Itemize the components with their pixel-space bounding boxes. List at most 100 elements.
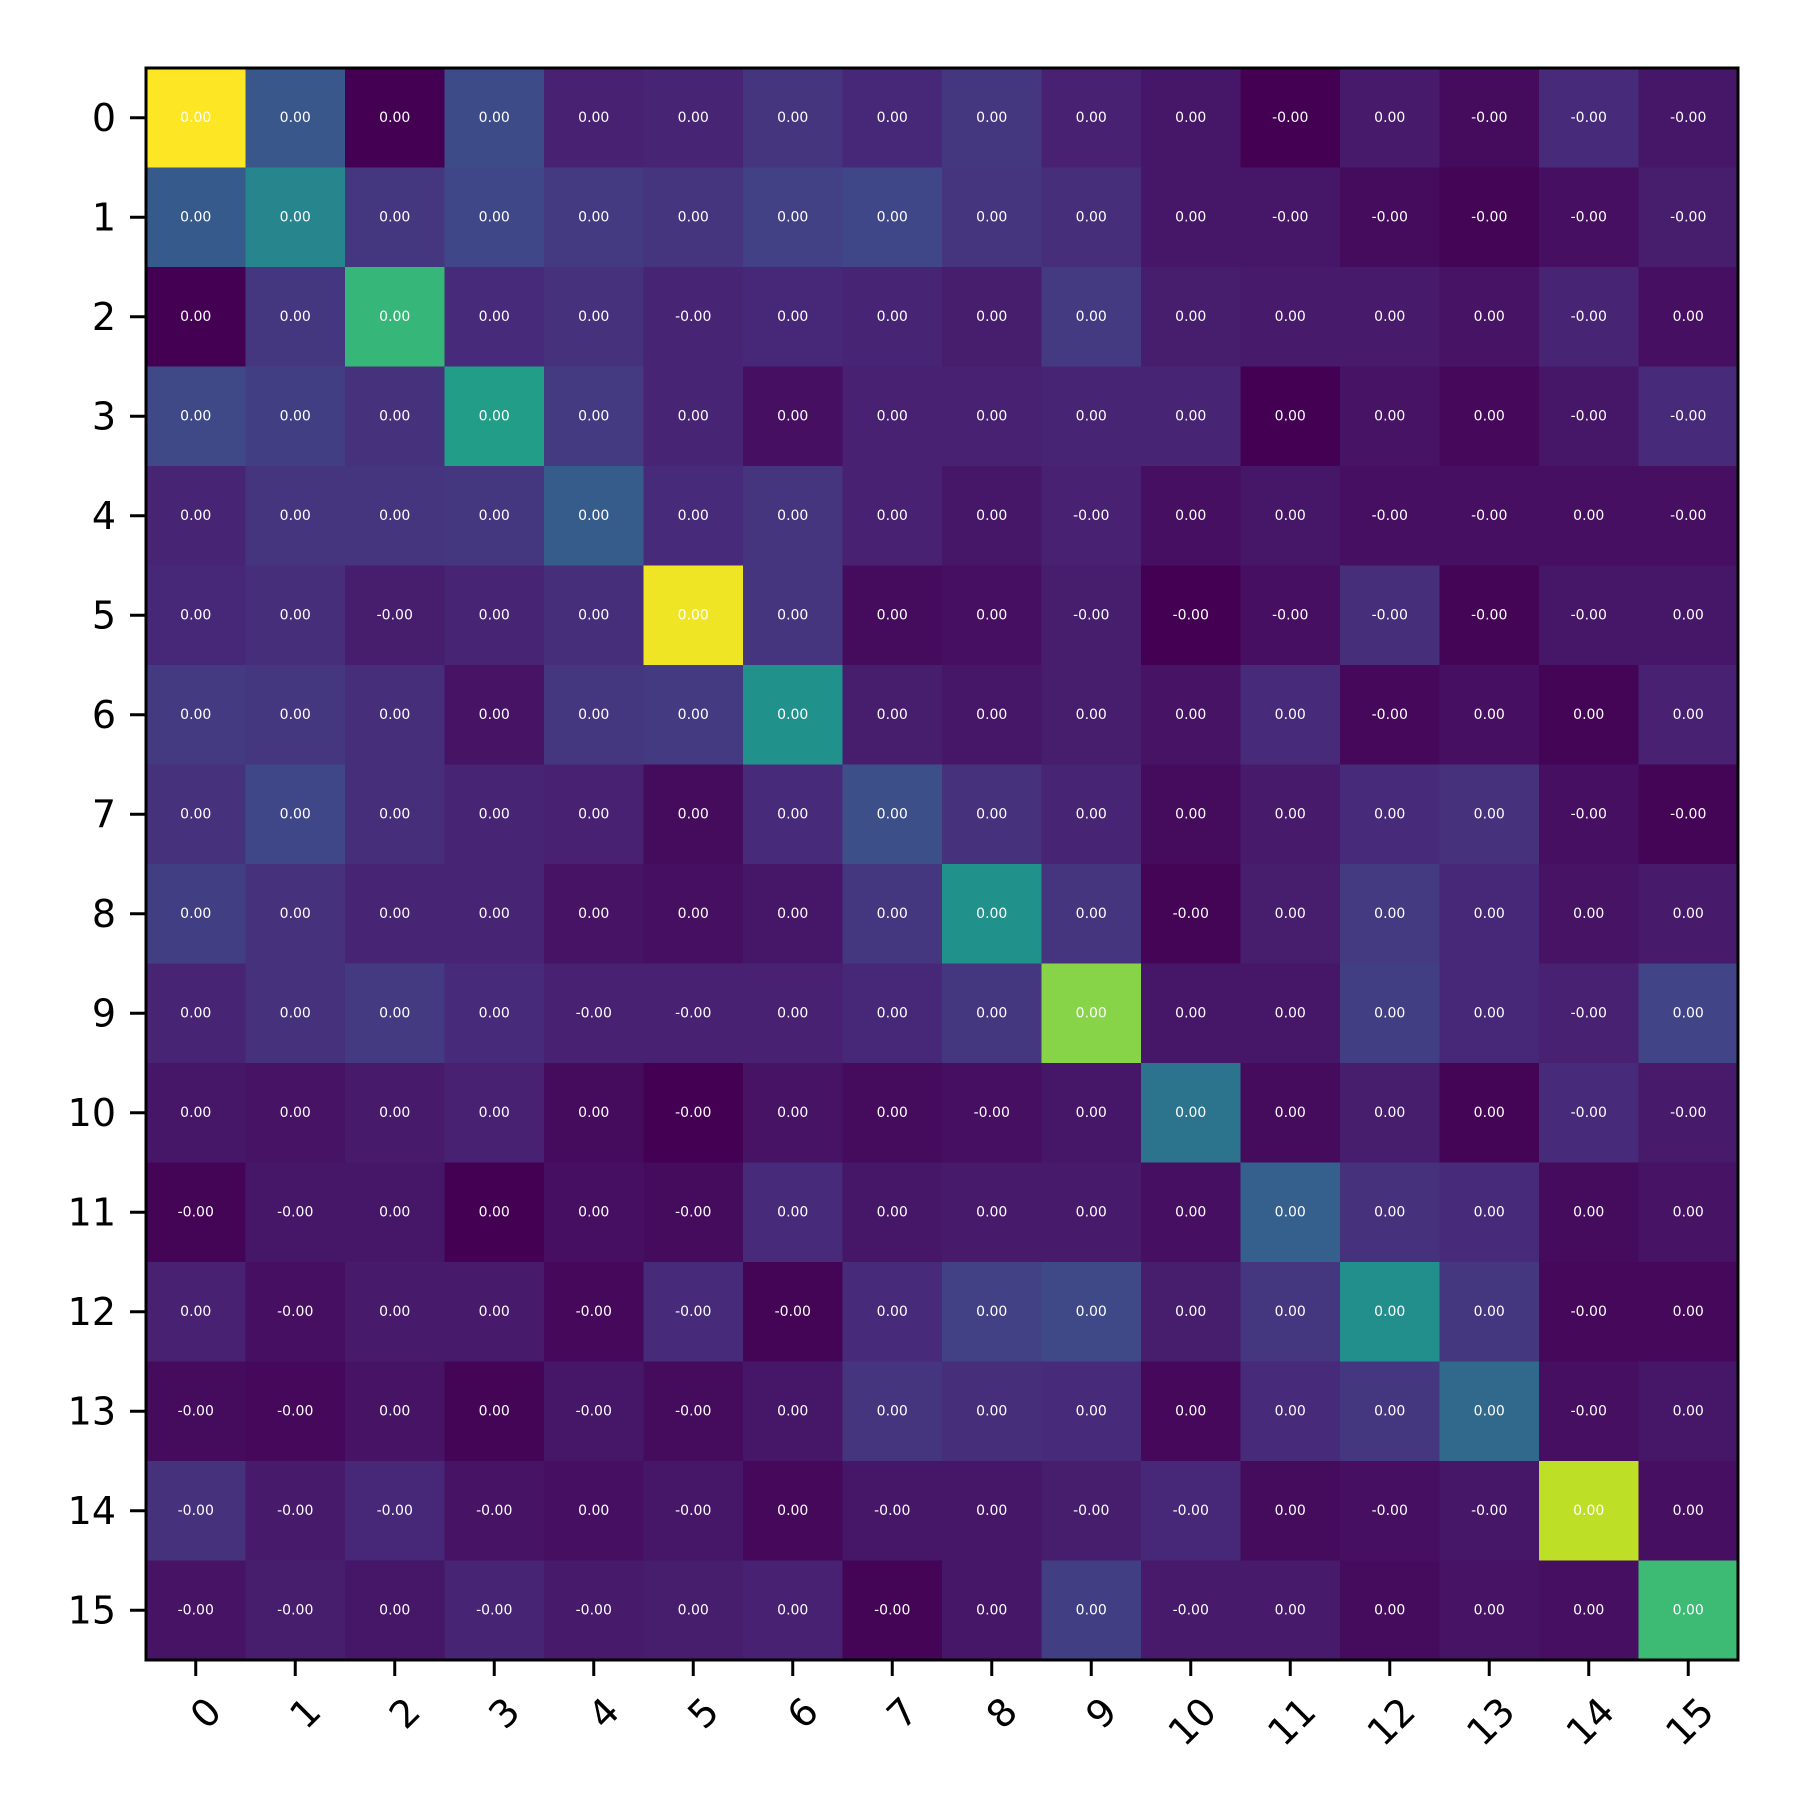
heatmap-cell-r3-c10 xyxy=(1141,366,1241,467)
cell-value-label: 0.00 xyxy=(678,707,709,723)
heatmap-cell-r9-c6 xyxy=(743,963,843,1064)
cell-value-label: -0.00 xyxy=(1571,1105,1607,1121)
cell-value-label: -0.00 xyxy=(1471,1503,1507,1519)
cell-value-label: -0.00 xyxy=(377,1503,413,1519)
heatmap-cell-r1-c0 xyxy=(146,167,246,268)
cell-value-label: 0.00 xyxy=(777,1005,808,1021)
heatmap-cell-r15-c13 xyxy=(1439,1560,1540,1661)
heatmap-cell-r15-c5 xyxy=(643,1560,744,1661)
cell-value-label: 0.00 xyxy=(479,408,510,424)
heatmap-cell-r10-c3 xyxy=(444,1063,545,1163)
heatmap-cell-r10-c10 xyxy=(1141,1063,1241,1163)
cell-value-label: 0.00 xyxy=(280,408,311,424)
cell-value-label: -0.00 xyxy=(1571,309,1607,325)
cell-value-label: 0.00 xyxy=(479,707,510,723)
cell-value-label: 0.00 xyxy=(1573,508,1604,524)
heatmap-cell-r14-c10 xyxy=(1141,1461,1241,1561)
heatmap-cell-r12-c11 xyxy=(1240,1262,1341,1362)
heatmap-cell-r5-c11 xyxy=(1240,565,1341,666)
heatmap-cell-r2-c10 xyxy=(1141,267,1241,367)
cell-value-label: 0.00 xyxy=(777,408,808,424)
cell-value-label: 0.00 xyxy=(1175,309,1206,325)
heatmap-cell-r12-c3 xyxy=(444,1262,545,1362)
cell-value-label: 0.00 xyxy=(1673,309,1704,325)
cell-value-label: 0.00 xyxy=(976,1204,1007,1220)
cell-value-label: -0.00 xyxy=(1670,408,1706,424)
heatmap-cell-r3-c9 xyxy=(1041,366,1142,467)
cell-value-label: -0.00 xyxy=(277,1304,313,1320)
heatmap-cell-r8-c13 xyxy=(1439,864,1540,964)
heatmap-cell-r3-c13 xyxy=(1439,366,1540,467)
heatmap-cell-r3-c0 xyxy=(146,366,246,467)
cell-value-label: 0.00 xyxy=(777,707,808,723)
heatmap-cell-r11-c3 xyxy=(444,1162,545,1263)
heatmap-cell-r2-c0 xyxy=(146,267,246,367)
cell-value-label: 0.00 xyxy=(1275,309,1306,325)
heatmap-cell-r8-c15 xyxy=(1638,864,1739,964)
heatmap-cell-r1-c3 xyxy=(444,167,545,268)
cell-value-label: 0.00 xyxy=(777,1105,808,1121)
cell-value-label: 0.00 xyxy=(1474,408,1505,424)
cell-value-label: -0.00 xyxy=(377,607,413,623)
cell-value-label: -0.00 xyxy=(874,1602,910,1618)
cell-value-label: 0.00 xyxy=(180,1304,211,1320)
heatmap-cell-r1-c14 xyxy=(1539,167,1639,268)
cell-value-label: 0.00 xyxy=(379,707,410,723)
heatmap-cell-r6-c7 xyxy=(842,665,943,765)
cell-value-label: 0.00 xyxy=(777,508,808,524)
cell-value-label: 0.00 xyxy=(280,906,311,922)
cell-value-label: -0.00 xyxy=(277,1503,313,1519)
heatmap-cell-r2-c3 xyxy=(444,267,545,367)
cell-value-label: 0.00 xyxy=(1076,209,1107,225)
y-tick-label: 3 xyxy=(92,394,116,438)
cell-value-label: 0.00 xyxy=(1275,1602,1306,1618)
heatmap-cell-r2-c12 xyxy=(1340,267,1440,367)
cell-value-label: -0.00 xyxy=(277,1602,313,1618)
heatmap-cell-r15-c15 xyxy=(1638,1560,1739,1661)
cell-value-label: 0.00 xyxy=(578,1105,609,1121)
heatmap-cell-r4-c11 xyxy=(1240,466,1341,566)
cell-value-label: 0.00 xyxy=(976,806,1007,822)
heatmap-cell-r6-c4 xyxy=(544,665,644,765)
y-tick-label: 8 xyxy=(92,892,116,936)
cell-value-label: 0.00 xyxy=(1374,906,1405,922)
heatmap-cell-r9-c7 xyxy=(842,963,943,1064)
cell-value-label: 0.00 xyxy=(180,1005,211,1021)
cell-value-label: -0.00 xyxy=(1471,209,1507,225)
cell-value-label: 0.00 xyxy=(877,209,908,225)
cell-value-label: 0.00 xyxy=(1474,1304,1505,1320)
cell-value-label: 0.00 xyxy=(976,607,1007,623)
heatmap-cell-r11-c4 xyxy=(544,1162,644,1263)
cell-value-label: 0.00 xyxy=(379,508,410,524)
heatmap-cell-labels: 0.00 0.00 0.00 0.00 0.00 0.00 0.00 0.00 0.00 0.00… xyxy=(178,110,1707,1619)
heatmap-cell-r12-c0 xyxy=(146,1262,246,1362)
cell-value-label: -0.00 xyxy=(1272,110,1308,126)
heatmap-cell-r15-c2 xyxy=(345,1560,445,1661)
heatmap-cell-r7-c3 xyxy=(444,764,545,865)
cell-value-label: 0.00 xyxy=(180,508,211,524)
heatmap-cell-r3-c15 xyxy=(1638,366,1739,467)
cell-value-label: -0.00 xyxy=(675,1304,711,1320)
heatmap-cell-r0-c11 xyxy=(1240,68,1341,168)
cell-value-label: -0.00 xyxy=(874,1503,910,1519)
heatmap-cell-r5-c4 xyxy=(544,565,644,666)
cell-value-label: 0.00 xyxy=(1275,1403,1306,1419)
cell-value-label: 0.00 xyxy=(877,1005,908,1021)
cell-value-label: 0.00 xyxy=(578,906,609,922)
cell-value-label: 0.00 xyxy=(976,1602,1007,1618)
heatmap-cell-r9-c15 xyxy=(1638,963,1739,1064)
heatmap-cell-r8-c11 xyxy=(1240,864,1341,964)
heatmap-cell-r5-c1 xyxy=(245,565,346,666)
heatmap-cell-r11-c15 xyxy=(1638,1162,1739,1263)
heatmap-cell-r14-c5 xyxy=(643,1461,744,1561)
cell-value-label: 0.00 xyxy=(1474,1005,1505,1021)
heatmap-cell-r0-c7 xyxy=(842,68,943,168)
cell-value-label: 0.00 xyxy=(1076,1602,1107,1618)
cell-value-label: 0.00 xyxy=(678,408,709,424)
heatmap-cell-r11-c14 xyxy=(1539,1162,1639,1263)
cell-value-label: 0.00 xyxy=(678,607,709,623)
cell-value-label: 0.00 xyxy=(1175,1005,1206,1021)
heatmap-cell-r3-c4 xyxy=(544,366,644,467)
